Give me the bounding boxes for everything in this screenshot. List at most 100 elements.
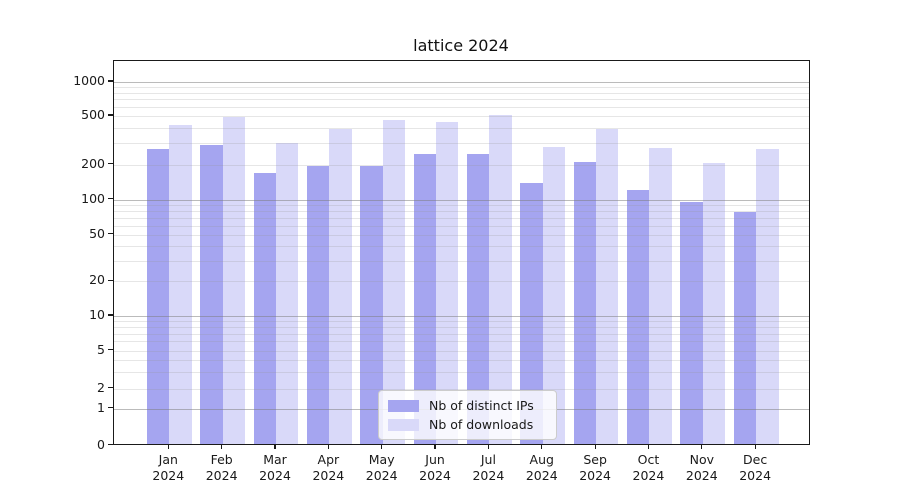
x-tick-label-jun: Jun 2024 [419,452,451,483]
x-tick-label-mar: Mar 2024 [259,452,291,483]
grid-layer [113,61,809,444]
bar-mar-distinct-ips [253,172,276,445]
x-tick-mark [167,444,169,449]
minor-gridline [113,341,809,343]
minor-gridline [113,350,809,352]
bar-nov-downloads [702,163,726,445]
minor-gridline [113,87,809,89]
bar-jan-downloads [169,125,192,445]
minor-gridline [113,164,809,166]
y-tick-mark [107,443,113,446]
legend-swatch-downloads [388,418,419,431]
minor-gridline [113,99,809,101]
bar-aug-downloads [542,146,566,445]
major-gridline [113,199,809,201]
bar-apr-distinct-ips [306,165,330,445]
plot-area [112,60,810,445]
y-tick-label: 0 [97,436,105,452]
minor-gridline [113,217,809,219]
bar-jun-distinct-ips [413,153,437,445]
bar-feb-downloads [222,117,246,445]
bar-oct-downloads [649,147,672,445]
x-tick-mark [701,444,703,449]
x-tick-mark [541,444,543,449]
minor-gridline [113,234,809,236]
minor-gridline [113,143,809,145]
bar-aug-distinct-ips [520,182,543,445]
x-tick-label-dec: Dec 2024 [739,452,772,483]
x-tick-mark [647,444,650,449]
x-tick-label-feb: Feb 2024 [205,452,238,483]
y-tick-mark [107,348,113,351]
y-tick-mark [107,386,113,389]
x-tick-mark [221,444,223,449]
y-tick-mark [107,406,113,409]
bar-mar-downloads [276,143,299,445]
bar-jun-downloads [436,121,459,445]
minor-gridline [113,371,809,373]
y-tick-mark [107,279,113,281]
y-tick-label: 20 [89,272,105,288]
x-tick-label-jul: Jul 2024 [472,452,505,483]
x-tick-label-nov: Nov 2024 [685,452,718,483]
minor-gridline [113,127,809,129]
minor-gridline [113,225,809,227]
minor-gridline [113,246,809,248]
y-tick-mark [107,114,113,116]
y-tick-label: 100 [81,190,105,206]
x-tick-label-jan: Jan 2024 [152,452,185,483]
minor-gridline [113,211,809,213]
legend-label: Nb of distinct IPs [429,398,534,413]
bar-dec-downloads [756,148,779,445]
y-tick-label: 50 [89,225,105,241]
bar-nov-distinct-ips [680,201,703,445]
bar-sep-downloads [596,129,619,445]
minor-gridline [113,205,809,207]
minor-gridline [113,260,809,262]
x-tick-mark [594,444,596,449]
y-tick-label: 10 [89,307,105,322]
x-tick-label-aug: Aug 2024 [525,452,558,483]
minor-gridline [113,281,809,283]
bar-sep-distinct-ips [573,161,597,445]
legend: Nb of distinct IPs Nb of downloads [378,390,557,440]
y-tick-mark [107,233,113,235]
minor-gridline [113,388,809,390]
bar-dec-distinct-ips [733,211,757,445]
legend-row: Nb of downloads [388,415,547,434]
y-tick-label: 1 [97,399,105,415]
y-tick-mark [107,198,113,200]
bar-may-downloads [382,120,406,445]
x-tick-mark [754,444,756,449]
x-tick-mark [274,444,276,449]
y-tick-label: 2 [97,379,105,395]
bar-may-distinct-ips [360,165,383,445]
bar-jul-distinct-ips [467,153,490,445]
bar-feb-distinct-ips [200,144,223,445]
x-tick-label-apr: Apr 2024 [312,452,345,483]
minor-gridline [113,333,809,335]
chart-title: lattice 2024 [413,36,509,55]
bar-apr-downloads [329,129,352,445]
x-tick-label-oct: Oct 2024 [632,452,665,483]
x-tick-label-sep: Sep 2024 [579,452,611,483]
minor-gridline [113,107,809,109]
minor-gridline [113,359,809,361]
y-tick-mark [107,162,113,165]
minor-gridline [113,116,809,117]
minor-gridline [113,92,809,94]
y-tick-mark [107,314,113,316]
x-tick-mark [434,444,436,449]
x-tick-mark [487,444,489,449]
y-tick-label: 1000 [73,73,105,88]
minor-gridline [113,327,809,329]
bar-jul-downloads [489,115,512,445]
y-tick-mark [107,80,113,82]
y-tick-label: 500 [81,107,105,122]
y-tick-label: 200 [81,155,105,171]
bar-jan-distinct-ips [146,148,170,445]
legend-label: Nb of downloads [429,417,534,432]
bars-layer [114,61,810,445]
major-gridline [113,82,809,83]
